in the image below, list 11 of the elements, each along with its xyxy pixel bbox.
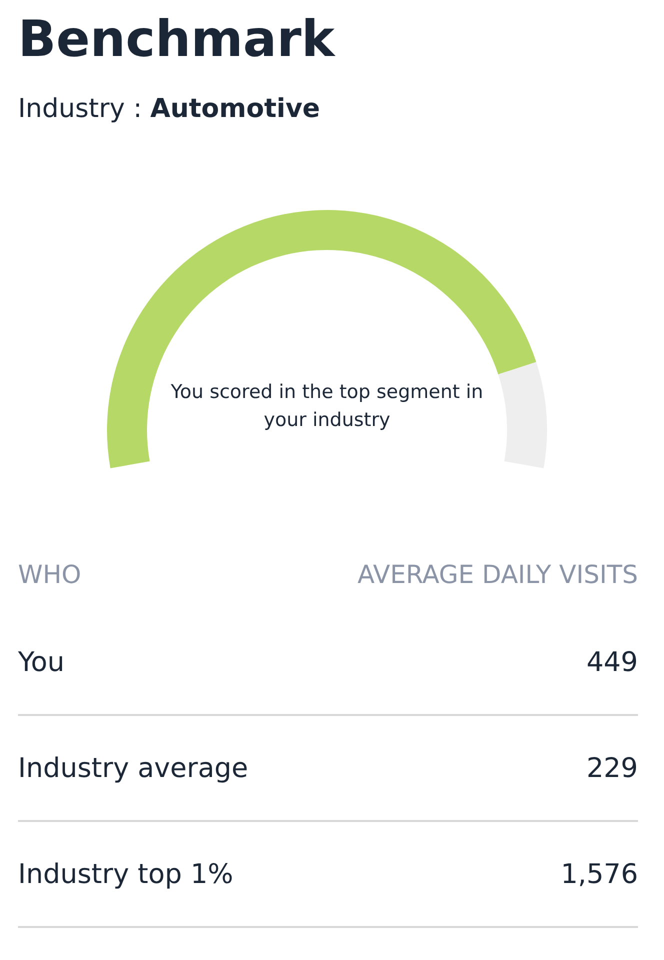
text: AVERAGE DAILY VISITS	[357, 560, 638, 591]
data-label: 229	[586, 752, 638, 784]
text: You scored in the top segment in your industry	[170, 380, 484, 433]
category-label: You	[18, 646, 65, 678]
category-label: Industry top 1%	[18, 858, 234, 890]
chart-title: Benchmark	[18, 10, 335, 68]
text: WHO	[18, 560, 82, 591]
category-label: Industry average	[18, 752, 248, 784]
chart-subtitle: Industry : Automotive	[18, 94, 322, 124]
data-label: 1,576	[560, 858, 638, 890]
data-label: 449	[586, 646, 638, 678]
